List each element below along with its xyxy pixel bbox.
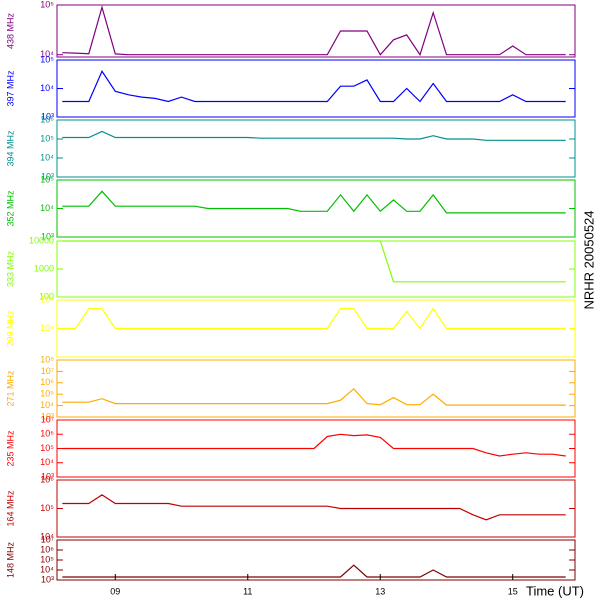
series-line [62, 307, 566, 330]
series-line [62, 387, 566, 406]
y-tick-label: 1000 [34, 263, 54, 273]
panel-frame [56, 479, 576, 538]
y-tick-label: 10⁵ [40, 0, 54, 9]
series-name: 394 MHz [5, 130, 15, 167]
series-line [62, 564, 566, 578]
series-name: 271 MHz [5, 370, 15, 407]
y-tick-label: 10⁴ [40, 49, 54, 59]
y-tick-label: 10³ [41, 231, 54, 241]
y-tick-label: 10⁴ [40, 531, 54, 541]
y-tick-label: 10⁵ [40, 503, 54, 513]
y-tick-label: 10⁷ [41, 534, 54, 544]
y-tick-label: 10⁵ [40, 133, 54, 143]
series-line [62, 494, 566, 521]
panel-frame [56, 59, 576, 118]
y-tick-label: 10⁵ [40, 554, 54, 564]
y-tick-label: 10⁶ [40, 377, 54, 387]
y-tick-label: 10⁴ [40, 203, 54, 213]
series-line [62, 240, 566, 283]
series-line [62, 5, 566, 57]
series-name: 164 MHz [5, 490, 15, 527]
series-name: 352 MHz [5, 190, 15, 227]
y-tick-label: 10⁶ [40, 544, 54, 554]
y-tick-label: 10³ [41, 111, 54, 121]
x-axis-label: Time (UT) [526, 583, 584, 598]
panel-frame [56, 4, 576, 58]
y-tick-label: 10⁵ [40, 294, 54, 304]
panel-frame [56, 240, 576, 298]
y-tick-label: 10⁶ [40, 114, 54, 124]
y-tick-label: 10⁴ [40, 564, 54, 574]
y-tick-label: 10000 [29, 235, 54, 245]
side-label: NRHR 20050524 [581, 210, 596, 309]
series-line [62, 190, 566, 214]
series-name: 333 MHz [5, 250, 15, 287]
y-tick-label: 10⁴ [40, 323, 54, 333]
y-tick-label: 10⁸ [40, 354, 54, 364]
panel-frame [56, 359, 576, 418]
y-tick-label: 10⁷ [41, 414, 54, 424]
y-tick-label: 10⁶ [40, 474, 54, 484]
series-name: 148 MHz [5, 541, 15, 578]
y-tick-label: 10⁴ [40, 83, 54, 93]
series-name: 299 MHz [5, 310, 15, 347]
y-tick-label: 10⁴ [40, 152, 54, 162]
y-tick-label: 10⁵ [40, 443, 54, 453]
y-tick-label: 10⁶ [40, 429, 54, 439]
series-line [62, 433, 566, 457]
x-tick-label: 09 [110, 586, 120, 596]
y-tick-label: 10⁴ [40, 457, 54, 467]
y-tick-label: 10⁷ [41, 366, 54, 376]
series-name: 397 MHz [5, 70, 15, 107]
y-tick-label: 10⁵ [40, 389, 54, 399]
x-tick-label: 15 [508, 586, 518, 596]
y-tick-label: 10³ [41, 171, 54, 181]
series-line [62, 130, 566, 141]
y-tick-label: 10⁴ [40, 400, 54, 410]
y-tick-label: 10⁵ [40, 174, 54, 184]
x-tick-label: 13 [375, 586, 385, 596]
series-name: 438 MHz [5, 12, 15, 49]
y-tick-label: 100 [39, 291, 54, 301]
series-line [62, 70, 566, 103]
panel-frame [56, 119, 576, 178]
series-name: 235 MHz [5, 430, 15, 467]
y-tick-label: 10⁵ [40, 54, 54, 64]
panel-frame [56, 539, 576, 581]
panel-frame [56, 179, 576, 238]
y-tick-label: 10³ [41, 471, 54, 481]
x-tick-label: 11 [243, 586, 252, 596]
y-tick-label: 10³ [41, 574, 54, 584]
y-tick-label: 10³ [41, 411, 54, 421]
